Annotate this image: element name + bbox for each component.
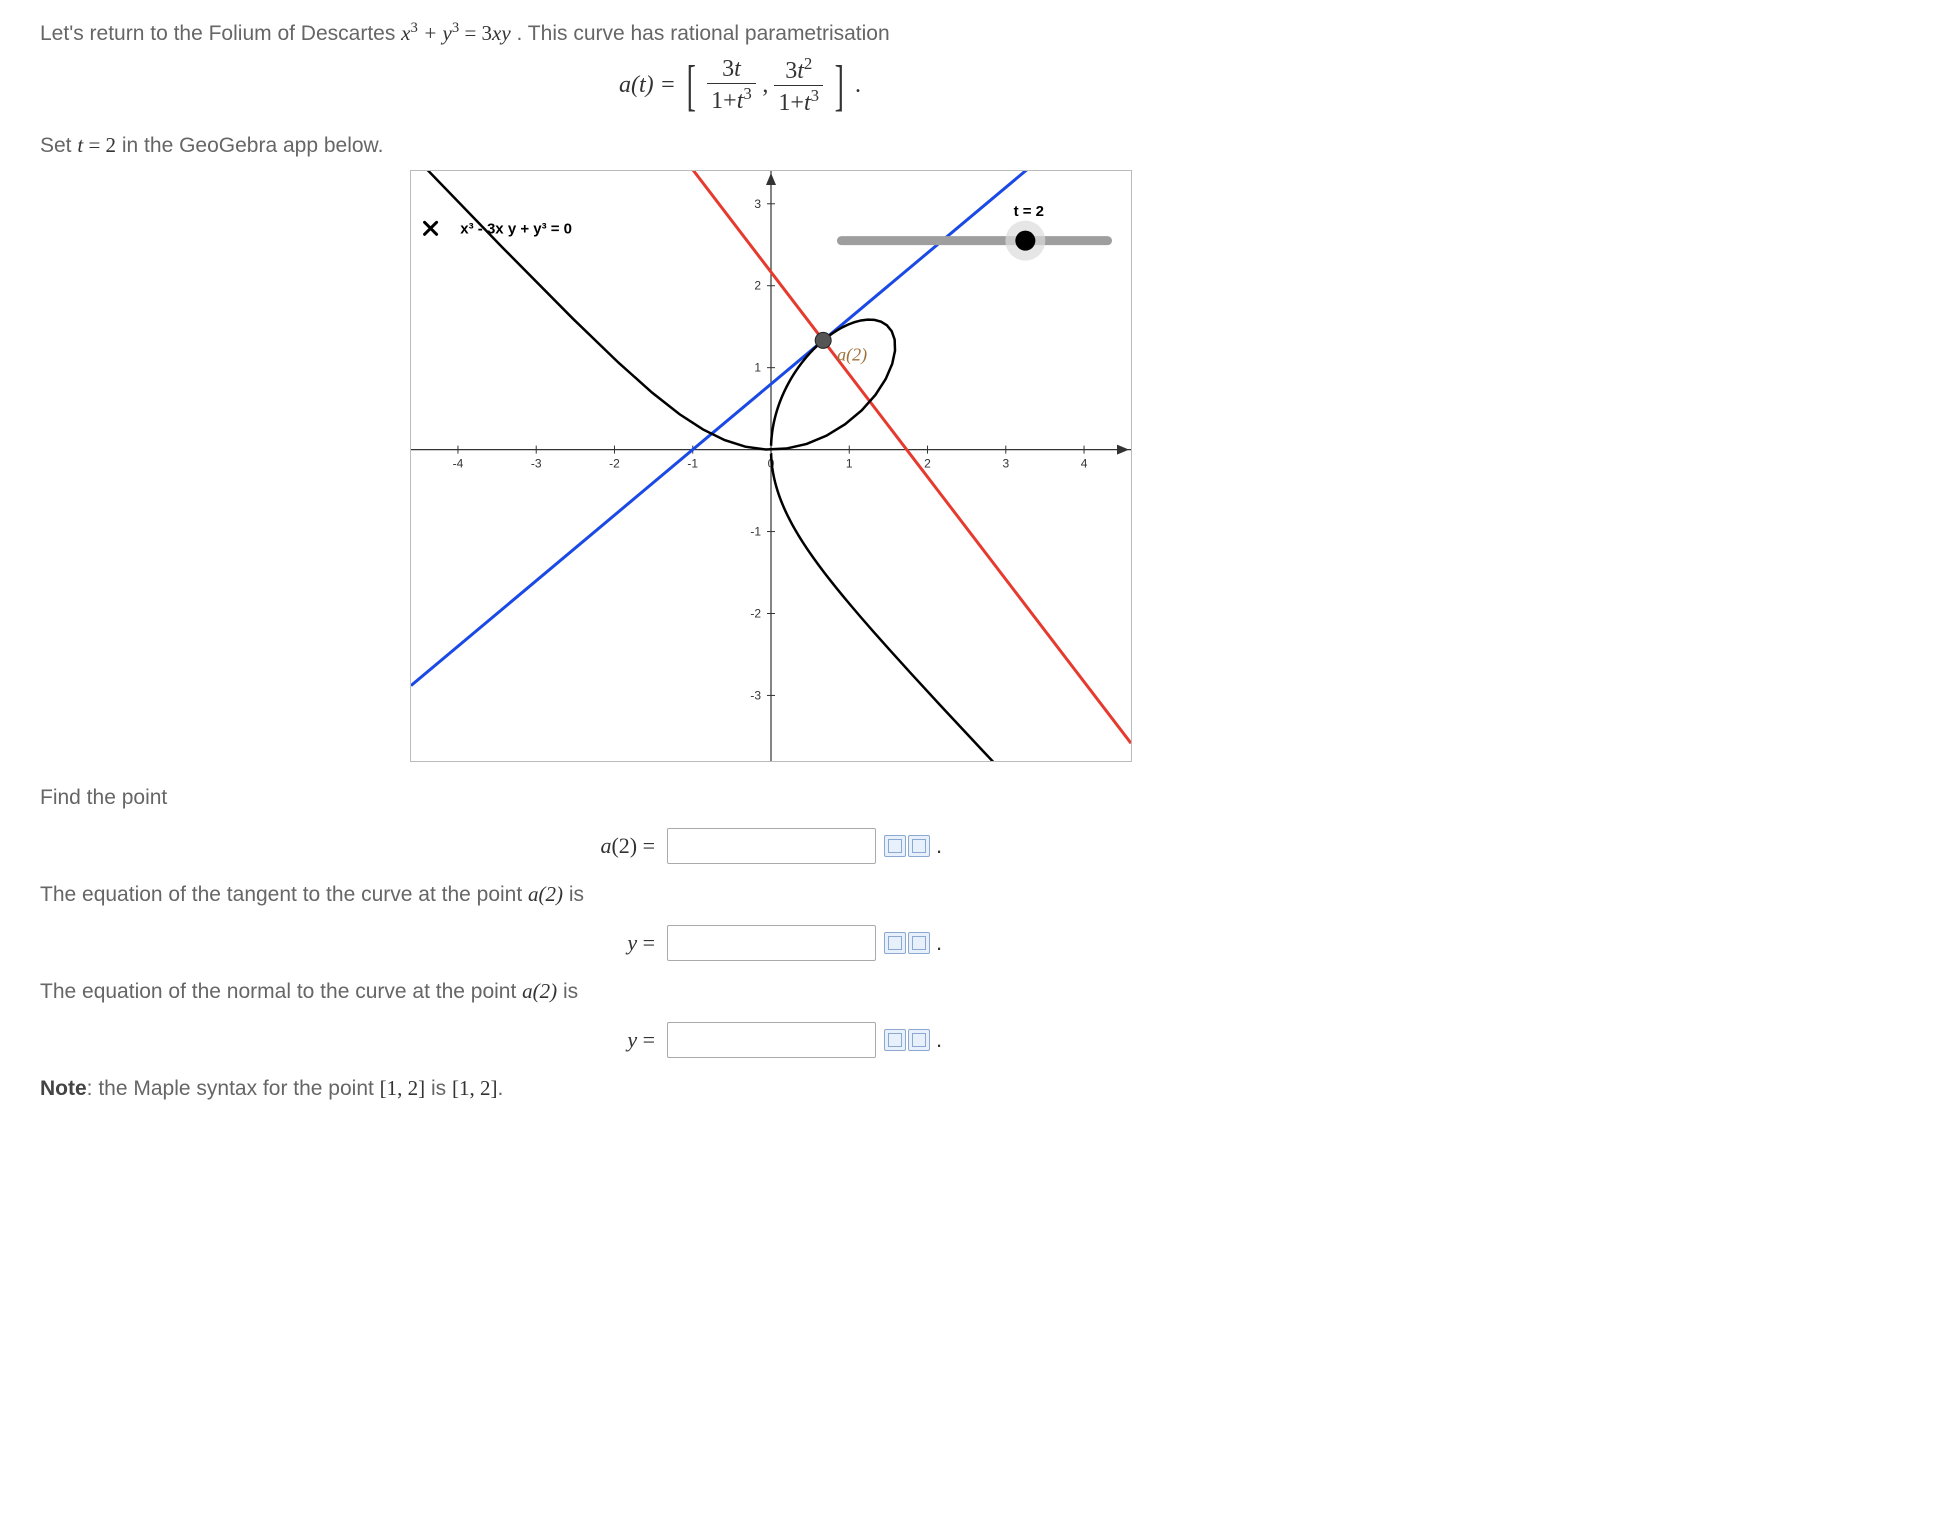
a2-label: a(2) = <box>40 833 667 859</box>
note-text: Note: the Maple syntax for the point [1,… <box>40 1076 1440 1101</box>
preview-icon[interactable] <box>884 835 906 857</box>
tangent-text: The equation of the tangent to the curve… <box>40 882 1440 907</box>
svg-text:2: 2 <box>924 457 931 471</box>
help-icon[interactable] <box>908 835 930 857</box>
svg-text:2: 2 <box>754 279 761 293</box>
svg-text:1: 1 <box>754 361 761 375</box>
svg-text:-3: -3 <box>531 457 542 471</box>
svg-text:-3: -3 <box>750 688 761 702</box>
preview-icon[interactable] <box>884 1029 906 1051</box>
find-point-text: Find the point <box>40 786 1440 810</box>
help-icon[interactable] <box>908 1029 930 1051</box>
normal-text: The equation of the normal to the curve … <box>40 979 1440 1004</box>
intro-text-2: . This curve has rational parametrisatio… <box>511 22 890 45</box>
svg-text:3: 3 <box>1002 457 1009 471</box>
help-icon[interactable] <box>908 932 930 954</box>
normal-input[interactable] <box>667 1022 876 1058</box>
intro-paragraph: Let's return to the Folium of Descartes … <box>40 20 1440 46</box>
a2-input[interactable] <box>667 828 876 864</box>
svg-text:a(2): a(2) <box>837 344 867 365</box>
svg-text:-4: -4 <box>453 457 464 471</box>
tangent-input[interactable] <box>667 925 876 961</box>
svg-text:t = 2: t = 2 <box>1014 203 1044 220</box>
svg-text:-2: -2 <box>750 607 761 621</box>
svg-text:-1: -1 <box>750 525 761 539</box>
normal-y-label: y = <box>40 1027 667 1053</box>
svg-text:3: 3 <box>754 197 761 211</box>
intro-text-1: Let's return to the Folium of Descartes <box>40 22 401 45</box>
svg-text:4: 4 <box>1081 457 1088 471</box>
svg-text:-2: -2 <box>609 457 620 471</box>
geogebra-chart[interactable]: -4-3-2-101234-3-2-1123x³ - 3x y + y³ = 0… <box>410 170 1132 762</box>
parametrisation-formula: a(t) = [ 3t 1+t3 , 3t2 1+t3 ] . <box>40 54 1440 117</box>
svg-text:-1: -1 <box>687 457 698 471</box>
svg-text:x³ - 3x y + y³ = 0: x³ - 3x y + y³ = 0 <box>460 220 572 237</box>
svg-text:1: 1 <box>846 457 853 471</box>
tangent-y-label: y = <box>40 930 667 956</box>
preview-icon[interactable] <box>884 932 906 954</box>
set-instruction: Set t = 2 in the GeoGebra app below. <box>40 133 1440 158</box>
